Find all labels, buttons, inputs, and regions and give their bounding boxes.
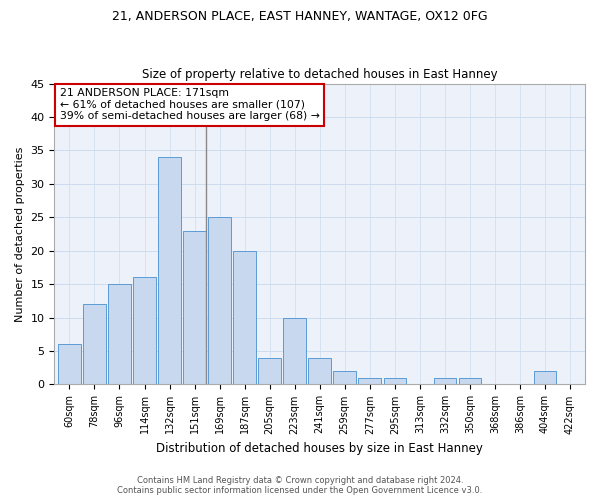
Bar (458, 378, 481, 384)
Bar (434, 378, 456, 384)
Bar (334, 371, 356, 384)
Bar (58, 344, 80, 385)
Title: Size of property relative to detached houses in East Hanney: Size of property relative to detached ho… (142, 68, 497, 81)
Text: 21, ANDERSON PLACE, EAST HANNEY, WANTAGE, OX12 0FG: 21, ANDERSON PLACE, EAST HANNEY, WANTAGE… (112, 10, 488, 23)
Y-axis label: Number of detached properties: Number of detached properties (15, 146, 25, 322)
Bar (83, 304, 106, 384)
Bar (283, 318, 306, 384)
X-axis label: Distribution of detached houses by size in East Hanney: Distribution of detached houses by size … (156, 442, 483, 455)
Bar (358, 378, 381, 384)
Bar (533, 371, 556, 384)
Text: Contains HM Land Registry data © Crown copyright and database right 2024.
Contai: Contains HM Land Registry data © Crown c… (118, 476, 482, 495)
Bar (233, 250, 256, 384)
Bar (158, 157, 181, 384)
Text: 21 ANDERSON PLACE: 171sqm
← 61% of detached houses are smaller (107)
39% of semi: 21 ANDERSON PLACE: 171sqm ← 61% of detac… (60, 88, 320, 122)
Bar (108, 284, 131, 384)
Bar (259, 358, 281, 384)
Bar (133, 278, 156, 384)
Bar (208, 218, 231, 384)
Bar (383, 378, 406, 384)
Bar (183, 230, 206, 384)
Bar (308, 358, 331, 384)
